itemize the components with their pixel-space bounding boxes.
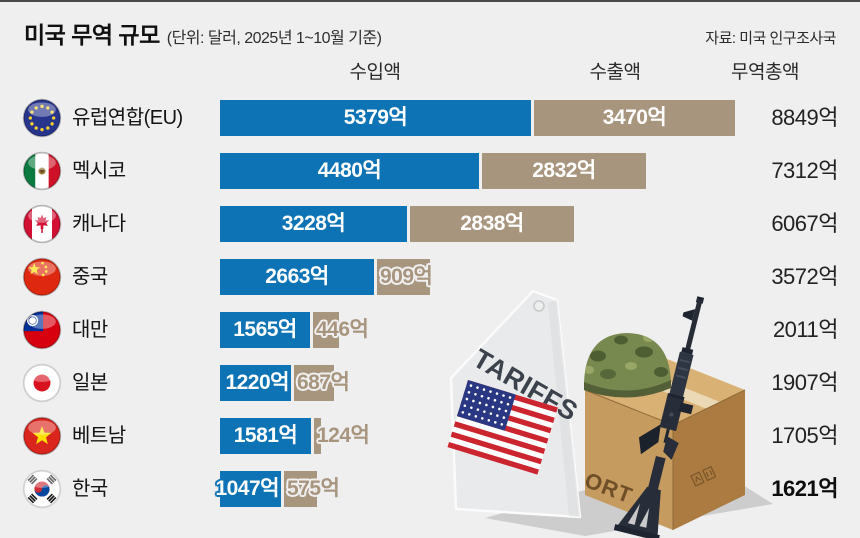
flag-tw-icon — [22, 310, 62, 350]
export-value: 2838억 — [460, 212, 524, 235]
country-label: 베트남 — [72, 425, 126, 447]
import-bar — [220, 312, 310, 348]
import-bar — [220, 206, 407, 242]
total-value: 6067억 — [771, 211, 838, 236]
flag-vn-icon — [22, 416, 62, 456]
import-value: 1220억 — [225, 371, 289, 394]
flag-mx-icon — [22, 151, 62, 191]
total-value: 2011억 — [772, 317, 839, 342]
table-row: 대만 1565억 446억 2011억 — [0, 310, 860, 350]
import-value: 4480억 — [317, 159, 382, 182]
country-label: 멕시코 — [72, 160, 126, 182]
total-value: 1907억 — [771, 370, 838, 395]
header: 미국 무역 규모 (단위: 달러, 2025년 1~10월 기준) — [24, 16, 382, 50]
total-value: 8849억 — [771, 105, 838, 130]
total-value: 7312억 — [771, 158, 838, 183]
column-header-exports: 수출액 — [589, 62, 641, 83]
import-bar — [220, 365, 291, 401]
import-bar — [220, 100, 531, 136]
page-title: 미국 무역 규모 — [24, 22, 160, 48]
country-label: 유럽연합(EU) — [72, 107, 183, 129]
export-bar — [482, 153, 646, 189]
export-bar — [534, 100, 735, 136]
country-label: 대만 — [72, 319, 108, 341]
unit-note: (단위: 달러, 2025년 1~10월 기준) — [166, 30, 382, 47]
flag-ca-icon — [22, 204, 62, 244]
column-header-total: 무역총액 — [731, 62, 799, 83]
export-value: 446억 — [316, 318, 369, 341]
total-value: 1705억 — [771, 423, 838, 448]
top-border-line — [0, 0, 860, 2]
import-value: 1565억 — [233, 318, 297, 341]
export-bar — [314, 418, 321, 454]
column-header-imports: 수입액 — [349, 62, 401, 83]
flag-kr-icon — [22, 469, 62, 509]
export-bar — [294, 365, 334, 401]
flag-eu-icon — [22, 98, 62, 138]
table-row: 캐나다 3228억 2838억 6067억 — [0, 204, 860, 244]
export-bar — [377, 259, 430, 295]
import-value: 2663억 — [265, 265, 329, 288]
total-value: 3572억 — [771, 264, 838, 289]
export-value: 575억 — [287, 477, 340, 500]
country-label: 캐나다 — [72, 213, 126, 235]
import-value: 1581억 — [233, 424, 298, 447]
import-bar — [220, 259, 374, 295]
flag-cn-icon — [22, 257, 62, 297]
import-value: 5379억 — [343, 106, 408, 129]
flag-jp-icon — [22, 363, 62, 403]
country-label: 중국 — [72, 266, 108, 288]
import-value: 3228억 — [281, 212, 346, 235]
table-row: 베트남 1581억 124억 1705억 — [0, 416, 860, 456]
export-bar — [313, 312, 339, 348]
export-bar — [284, 471, 317, 507]
table-row: 멕시코 4480억 2832억 7312억 — [0, 151, 860, 191]
export-value: 3470억 — [602, 106, 667, 129]
tag-hole — [533, 300, 545, 312]
export-bar — [410, 206, 574, 242]
country-label: 한국 — [72, 478, 108, 500]
import-bar — [220, 418, 311, 454]
export-value: 124억 — [317, 424, 370, 447]
table-row: 중국 2663억 909억 3572억 — [0, 257, 860, 297]
import-bar — [220, 471, 281, 507]
export-value: 909억 — [380, 265, 433, 288]
import-value: 1047억 — [215, 477, 279, 500]
export-value: 687억 — [297, 371, 350, 394]
source-credit: 자료: 미국 인구조사국 — [705, 30, 836, 47]
import-bar — [220, 153, 479, 189]
table-row: 일본 1220억 687억 1907억 — [0, 363, 860, 403]
total-value: 1621억 — [771, 476, 838, 501]
country-label: 일본 — [72, 372, 108, 394]
table-row: 유럽연합(EU) 5379억 3470억 8849억 — [0, 98, 860, 138]
table-row: 한국 1047억 575억 1621억 — [0, 469, 860, 509]
export-value: 2832억 — [532, 159, 596, 182]
